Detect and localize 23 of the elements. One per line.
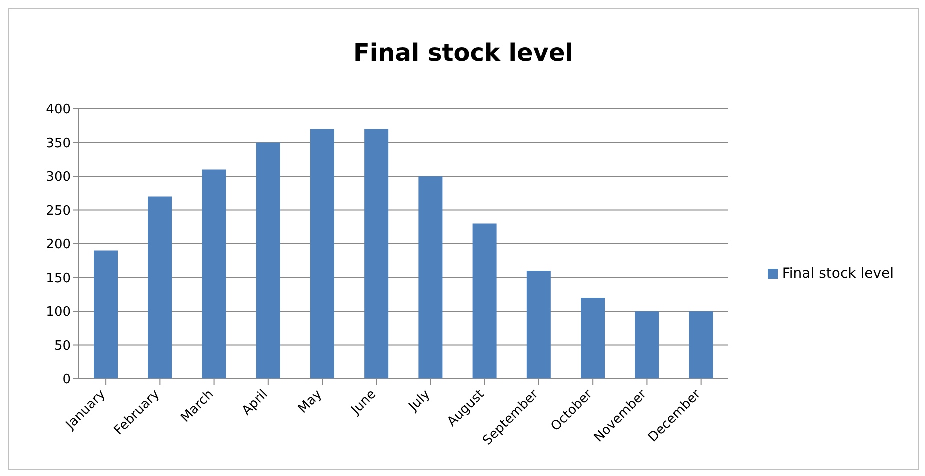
bar xyxy=(202,170,226,379)
y-tick-label: 50 xyxy=(54,338,71,354)
legend-label: Final stock level xyxy=(782,266,894,282)
y-tick-label: 300 xyxy=(46,170,71,186)
bar xyxy=(635,312,660,379)
bar xyxy=(256,142,280,379)
bar xyxy=(526,271,551,379)
y-tick-label: 250 xyxy=(46,204,71,219)
bar xyxy=(310,129,334,379)
y-tick-label: 0 xyxy=(62,372,71,388)
y-tick-label: 400 xyxy=(46,102,71,118)
y-tick-label: 100 xyxy=(46,305,71,320)
bar xyxy=(472,224,497,379)
bar xyxy=(148,196,172,379)
bar xyxy=(689,312,714,379)
bar xyxy=(364,129,389,379)
bar xyxy=(94,250,118,379)
y-tick-label: 150 xyxy=(46,271,71,286)
chart-title: Final stock level xyxy=(352,38,574,69)
y-tick-label: 350 xyxy=(46,136,71,152)
y-tick-label: 200 xyxy=(46,238,71,253)
bar xyxy=(418,176,443,379)
bar xyxy=(581,298,606,379)
